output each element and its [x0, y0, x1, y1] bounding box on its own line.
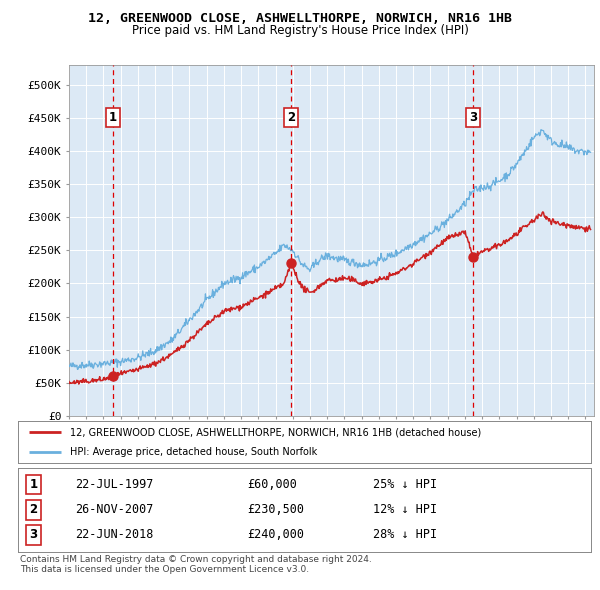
Text: £240,000: £240,000 [247, 529, 304, 542]
Text: 22-JUN-2018: 22-JUN-2018 [76, 529, 154, 542]
Text: 12, GREENWOOD CLOSE, ASHWELLTHORPE, NORWICH, NR16 1HB (detached house): 12, GREENWOOD CLOSE, ASHWELLTHORPE, NORW… [70, 427, 481, 437]
Text: 26-NOV-2007: 26-NOV-2007 [76, 503, 154, 516]
Text: £230,500: £230,500 [247, 503, 304, 516]
Text: 22-JUL-1997: 22-JUL-1997 [76, 478, 154, 491]
Text: 2: 2 [287, 112, 295, 124]
Text: 28% ↓ HPI: 28% ↓ HPI [373, 529, 437, 542]
Text: 2: 2 [29, 503, 38, 516]
Text: £60,000: £60,000 [247, 478, 297, 491]
Text: 3: 3 [29, 529, 38, 542]
Text: 12, GREENWOOD CLOSE, ASHWELLTHORPE, NORWICH, NR16 1HB: 12, GREENWOOD CLOSE, ASHWELLTHORPE, NORW… [88, 12, 512, 25]
Text: 25% ↓ HPI: 25% ↓ HPI [373, 478, 437, 491]
Text: HPI: Average price, detached house, South Norfolk: HPI: Average price, detached house, Sout… [70, 447, 317, 457]
Text: 12% ↓ HPI: 12% ↓ HPI [373, 503, 437, 516]
Text: 1: 1 [29, 478, 38, 491]
Text: Price paid vs. HM Land Registry's House Price Index (HPI): Price paid vs. HM Land Registry's House … [131, 24, 469, 37]
Text: 3: 3 [469, 112, 477, 124]
Text: Contains HM Land Registry data © Crown copyright and database right 2024.
This d: Contains HM Land Registry data © Crown c… [20, 555, 371, 574]
Text: 1: 1 [109, 112, 117, 124]
